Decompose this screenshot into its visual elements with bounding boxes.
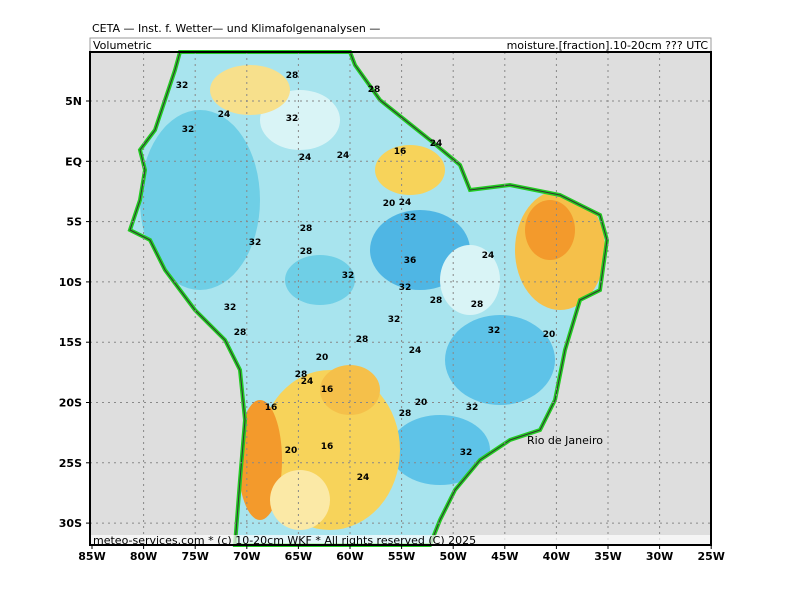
contour-label: 32 <box>460 448 473 458</box>
lon-label: 55W <box>388 550 415 563</box>
contour-label: 16 <box>265 403 278 413</box>
contour-label: 32 <box>249 238 262 248</box>
lat-label: 20S <box>59 397 82 410</box>
contour-label: 24 <box>299 153 312 163</box>
contour-label: 24 <box>301 377 314 387</box>
contour-label: 24 <box>409 346 422 356</box>
contour-label: 28 <box>234 328 247 338</box>
lat-label: 5N <box>65 95 82 108</box>
contour-label: 32 <box>286 114 299 124</box>
contour-label: 20 <box>285 446 298 456</box>
contour-label: 16 <box>321 442 334 452</box>
contour-label: 20 <box>543 330 556 340</box>
contour-label: 28 <box>368 85 381 95</box>
lat-label: 10S <box>59 276 82 289</box>
lon-label: 85W <box>78 550 105 563</box>
grid <box>90 52 711 545</box>
contour-label: 32 <box>176 81 189 91</box>
contour-label: 16 <box>321 385 334 395</box>
contour-label: 32 <box>342 271 355 281</box>
lon-label: 25W <box>697 550 724 563</box>
contour-label: 28 <box>295 370 308 380</box>
footer-band <box>90 535 711 545</box>
contour-label: 36 <box>404 256 417 266</box>
footer: meteo-services.com * (c) 10-20cm WKF * A… <box>93 534 476 547</box>
lon-label: 40W <box>543 550 570 563</box>
contour-label: 32 <box>182 125 195 135</box>
contour-label: 28 <box>286 71 299 81</box>
contour-label: 32 <box>224 303 237 313</box>
contour-label: 28 <box>300 224 313 234</box>
contour-label: 28 <box>399 409 412 419</box>
contour-label: 28 <box>300 247 313 257</box>
lon-label: 45W <box>491 550 518 563</box>
lat-label: 25S <box>59 457 82 470</box>
subheader-left: Volumetric <box>93 39 152 52</box>
contour-label: 24 <box>337 151 350 161</box>
lon-label: 65W <box>285 550 312 563</box>
lon-label: 80W <box>130 550 157 563</box>
lon-label: 60W <box>336 550 363 563</box>
lon-label: 35W <box>594 550 621 563</box>
lat-label: 30S <box>59 517 82 530</box>
lat-label: EQ <box>65 155 82 168</box>
subheader-right: moisture.[fraction].10-20cm ??? UTC <box>507 39 709 52</box>
contour-label: 28 <box>430 296 443 306</box>
lon-label: 70W <box>233 550 260 563</box>
place-label: Rio de Janeiro <box>527 434 603 447</box>
contour-label: 24 <box>357 473 370 483</box>
contour-label: 32 <box>388 315 401 325</box>
contour-label: 20 <box>383 199 396 209</box>
contour-label: 28 <box>356 335 369 345</box>
contour-label: 24 <box>430 139 443 149</box>
contour-label: 32 <box>404 213 417 223</box>
contour-label: 32 <box>488 326 501 336</box>
contour-label: 20 <box>415 398 428 408</box>
contour-label: 32 <box>399 283 412 293</box>
map-frame <box>89 51 712 546</box>
title: CETA — Inst. f. Wetter— und Klimafolgena… <box>92 22 380 35</box>
lat-label: 5S <box>66 216 82 229</box>
contour-label: 24 <box>399 198 412 208</box>
lat-label: 15S <box>59 336 82 349</box>
contour-label: 16 <box>394 147 407 157</box>
lon-label: 30W <box>646 550 673 563</box>
contour-label: 32 <box>466 403 479 413</box>
contour-label: 20 <box>316 353 329 363</box>
lon-label: 50W <box>439 550 466 563</box>
contour-label: 28 <box>471 300 484 310</box>
contour-label: 24 <box>482 251 495 261</box>
lon-label: 75W <box>181 550 208 563</box>
contour-label: 24 <box>218 110 231 120</box>
